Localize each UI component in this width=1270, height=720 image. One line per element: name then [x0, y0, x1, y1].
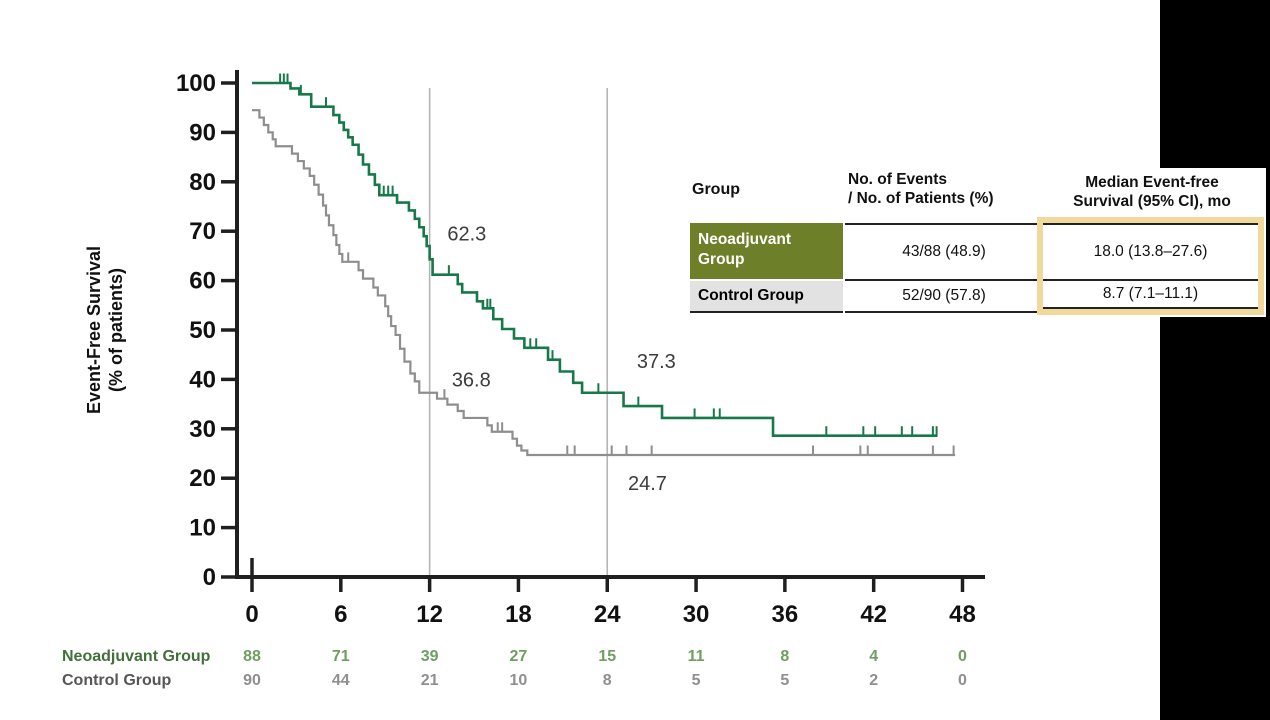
risk-value-control-12: 21	[421, 672, 439, 689]
median-highlight-box: 18.0 (13.8–27.6) 8.7 (7.1–11.1)	[1037, 217, 1264, 315]
x-tick-label-12: 12	[416, 601, 443, 628]
x-tick-label-18: 18	[505, 601, 532, 628]
control-annotation-36-8: 36.8	[452, 369, 491, 391]
summary-header-median-line2: Survival (95% CI), mo	[1073, 193, 1231, 210]
risk-value-control-6: 44	[332, 672, 350, 689]
risk-row-label-control: Control Group	[62, 672, 172, 689]
risk-value-neoadjuvant-48: 0	[958, 648, 967, 665]
summary-header-events-line1: No. of Events	[848, 171, 948, 188]
summary-table: Group No. of Events / No. of Patients (%…	[688, 168, 1266, 317]
control-group-cell: Control Group	[690, 281, 843, 313]
y-tick-label-40: 40	[189, 366, 216, 393]
risk-value-control-48: 0	[958, 672, 967, 689]
x-tick-labels: 0 6 12 18 24 30 36 42 48	[245, 558, 976, 628]
neoadjuvant-curve	[252, 81, 938, 438]
control-events-cell: 52/90 (57.8)	[845, 281, 1043, 313]
x-tick-label-24: 24	[594, 601, 621, 628]
x-tick-label-42: 42	[860, 601, 887, 628]
y-tick-label-70: 70	[189, 218, 216, 245]
risk-value-neoadjuvant-12: 39	[421, 648, 439, 665]
risk-value-control-30: 5	[692, 672, 701, 689]
neoadjuvant-median-cell: 18.0 (13.8–27.6)	[1043, 223, 1258, 279]
neoadjuvant-annotation-37-3: 37.3	[637, 351, 676, 373]
risk-value-control-24: 8	[603, 672, 612, 689]
risk-value-neoadjuvant-42: 4	[869, 648, 878, 665]
y-tick-label-60: 60	[189, 268, 216, 295]
risk-value-control-18: 10	[510, 672, 528, 689]
y-axis-title-line2: (% of patients)	[106, 268, 126, 392]
summary-header-median-line1: Median Event-free	[1085, 174, 1219, 191]
x-tick-label-48: 48	[949, 601, 976, 628]
control-median-cell: 8.7 (7.1–11.1)	[1043, 281, 1258, 309]
risk-value-neoadjuvant-24: 15	[598, 648, 616, 665]
y-tick-label-30: 30	[189, 416, 216, 443]
risk-value-control-0: 90	[243, 672, 261, 689]
risk-value-neoadjuvant-18: 27	[510, 648, 528, 665]
y-tick-label-90: 90	[189, 119, 216, 146]
y-tick-label-50: 50	[189, 317, 216, 344]
x-tick-label-36: 36	[772, 601, 799, 628]
y-axis-title-line1: Event-Free Survival	[84, 246, 104, 414]
y-tick-label-20: 20	[189, 465, 216, 492]
risk-value-neoadjuvant-6: 71	[332, 648, 350, 665]
control-censor-ticks	[347, 252, 955, 456]
y-tick-label-100: 100	[176, 70, 216, 97]
y-tick-label-80: 80	[189, 169, 216, 196]
summary-header-events: No. of Events / No. of Patients (%)	[848, 170, 994, 208]
control-annotation-24-7: 24.7	[628, 473, 667, 495]
control-curve	[252, 109, 956, 457]
x-tick-label-30: 30	[683, 601, 710, 628]
y-tick-label-10: 10	[189, 515, 216, 542]
x-tick-label-0: 0	[245, 601, 258, 628]
neoadjuvant-group-cell: Neoadjuvant Group	[690, 223, 843, 279]
median-row-divider	[1043, 279, 1258, 281]
neoadjuvant-censor-ticks	[279, 73, 938, 437]
neoadjuvant-events-cell: 43/88 (48.9)	[845, 223, 1043, 281]
right-black-bar	[1160, 0, 1270, 720]
risk-value-neoadjuvant-30: 11	[688, 648, 705, 665]
summary-header-median: Median Event-free Survival (95% CI), mo	[1040, 173, 1264, 211]
risk-table-row-neoadjuvant: Neoadjuvant Group 88 71 39 27 15 11 8 4 0	[62, 648, 967, 665]
risk-row-label-neoadjuvant: Neoadjuvant Group	[62, 648, 211, 665]
neoadjuvant-annotation-62-3: 62.3	[447, 224, 486, 246]
risk-table-row-control: Control Group 90 44 21 10 8 5 5 2 0	[62, 672, 967, 689]
summary-header-group: Group	[692, 181, 740, 198]
risk-value-control-36: 5	[780, 672, 789, 689]
risk-value-neoadjuvant-36: 8	[780, 648, 789, 665]
risk-value-neoadjuvant-0: 88	[243, 648, 261, 665]
y-tick-label-0: 0	[203, 564, 216, 591]
x-tick-label-6: 6	[334, 601, 347, 628]
risk-value-control-42: 2	[869, 672, 878, 689]
y-tick-labels: 0 10 20 30 40 50 60 70 80 90 100	[176, 70, 237, 591]
summary-header-events-line2: / No. of Patients (%)	[848, 190, 994, 207]
